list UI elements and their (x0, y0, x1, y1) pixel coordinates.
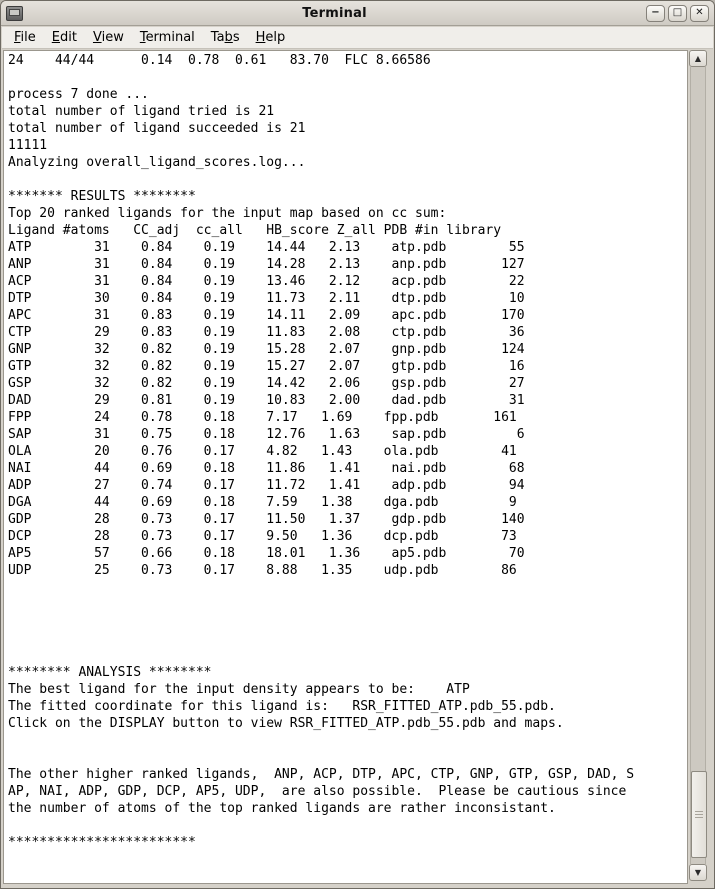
scrollbar-thumb[interactable] (691, 771, 707, 858)
maximize-icon: □ (672, 7, 683, 18)
menu-tabs[interactable]: Tabs (210, 30, 240, 45)
vertical-scrollbar: ▲ ▼ (689, 50, 707, 881)
close-button[interactable]: ✕ (690, 4, 709, 22)
terminal-output: 24 44/44 0.14 0.78 0.61 83.70 FLC 8.6658… (8, 53, 635, 850)
menubar: File Edit View Terminal Tabs Help (2, 27, 713, 49)
titlebar[interactable]: Terminal − □ ✕ (1, 1, 714, 26)
minimize-icon: − (651, 7, 660, 18)
close-icon: ✕ (695, 7, 704, 18)
terminal-screen[interactable]: 24 44/44 0.14 0.78 0.61 83.70 FLC 8.6658… (3, 50, 688, 884)
menu-terminal[interactable]: Terminal (139, 30, 195, 45)
scrollbar-grip-icon (695, 810, 703, 819)
terminal-app-icon (6, 5, 23, 21)
scroll-up-icon: ▲ (694, 53, 702, 63)
scroll-down-button[interactable]: ▼ (689, 864, 707, 881)
scroll-up-button[interactable]: ▲ (689, 50, 707, 67)
menu-edit[interactable]: Edit (51, 30, 77, 45)
menu-view[interactable]: View (92, 30, 124, 45)
scroll-down-icon: ▼ (694, 867, 702, 877)
menu-help[interactable]: Help (255, 30, 286, 45)
menu-file[interactable]: File (14, 30, 36, 45)
window-title: Terminal (302, 5, 367, 21)
maximize-button[interactable]: □ (668, 4, 687, 22)
window-controls: − □ ✕ (646, 4, 709, 22)
minimize-button[interactable]: − (646, 4, 665, 22)
scrollbar-trough[interactable] (690, 67, 707, 864)
